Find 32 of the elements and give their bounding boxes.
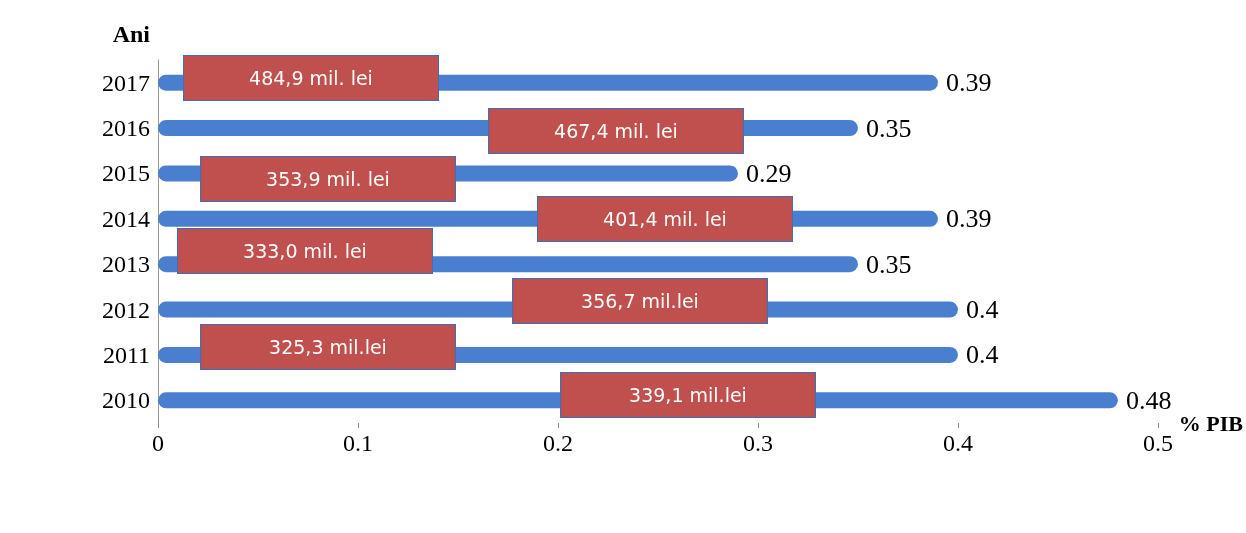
label-box: 333,0 mil. lei (177, 228, 433, 274)
data-label: 0.29 (745, 158, 792, 188)
x-axis-title: % PIB (1178, 410, 1244, 436)
label-box: 356,7 mil.lei (512, 278, 768, 324)
y-tick-label: 2017 (102, 69, 150, 96)
x-tick-label: 0 (152, 430, 164, 456)
x-tick-label: 0.2 (542, 430, 573, 456)
label-box: 467,4 mil. lei (488, 108, 744, 154)
y-tick-label: 2016 (102, 115, 150, 142)
x-tick-label: 0.3 (742, 430, 773, 456)
y-tick-label: 2011 (102, 341, 150, 368)
y-tick-label: 2013 (102, 251, 150, 278)
data-label: 0.4 (965, 295, 999, 325)
data-label: 0.48 (1125, 385, 1172, 415)
label-box: 325,3 mil.lei (200, 324, 456, 370)
x-tick-label: 0.4 (942, 430, 973, 456)
y-tick-label: 2015 (102, 160, 150, 187)
x-tick-label: 0.5 (1142, 430, 1173, 456)
data-label: 0.35 (865, 249, 912, 279)
label-box: 401,4 mil. lei (537, 196, 793, 242)
label-box: 484,9 mil. lei (183, 55, 439, 101)
data-label: 0.39 (945, 204, 992, 234)
x-tick-label: 0.1 (342, 430, 373, 456)
y-tick-label: 2012 (102, 296, 150, 323)
label-box: 353,9 mil. lei (200, 156, 456, 202)
y-axis-title: Ani (112, 21, 151, 47)
label-box: 339,1 mil.lei (560, 372, 816, 418)
y-tick-label: 2014 (102, 205, 150, 232)
data-label: 0.4 (965, 340, 999, 370)
y-tick-label: 2010 (102, 387, 150, 414)
data-label: 0.35 (865, 113, 912, 143)
data-label: 0.39 (945, 68, 992, 98)
